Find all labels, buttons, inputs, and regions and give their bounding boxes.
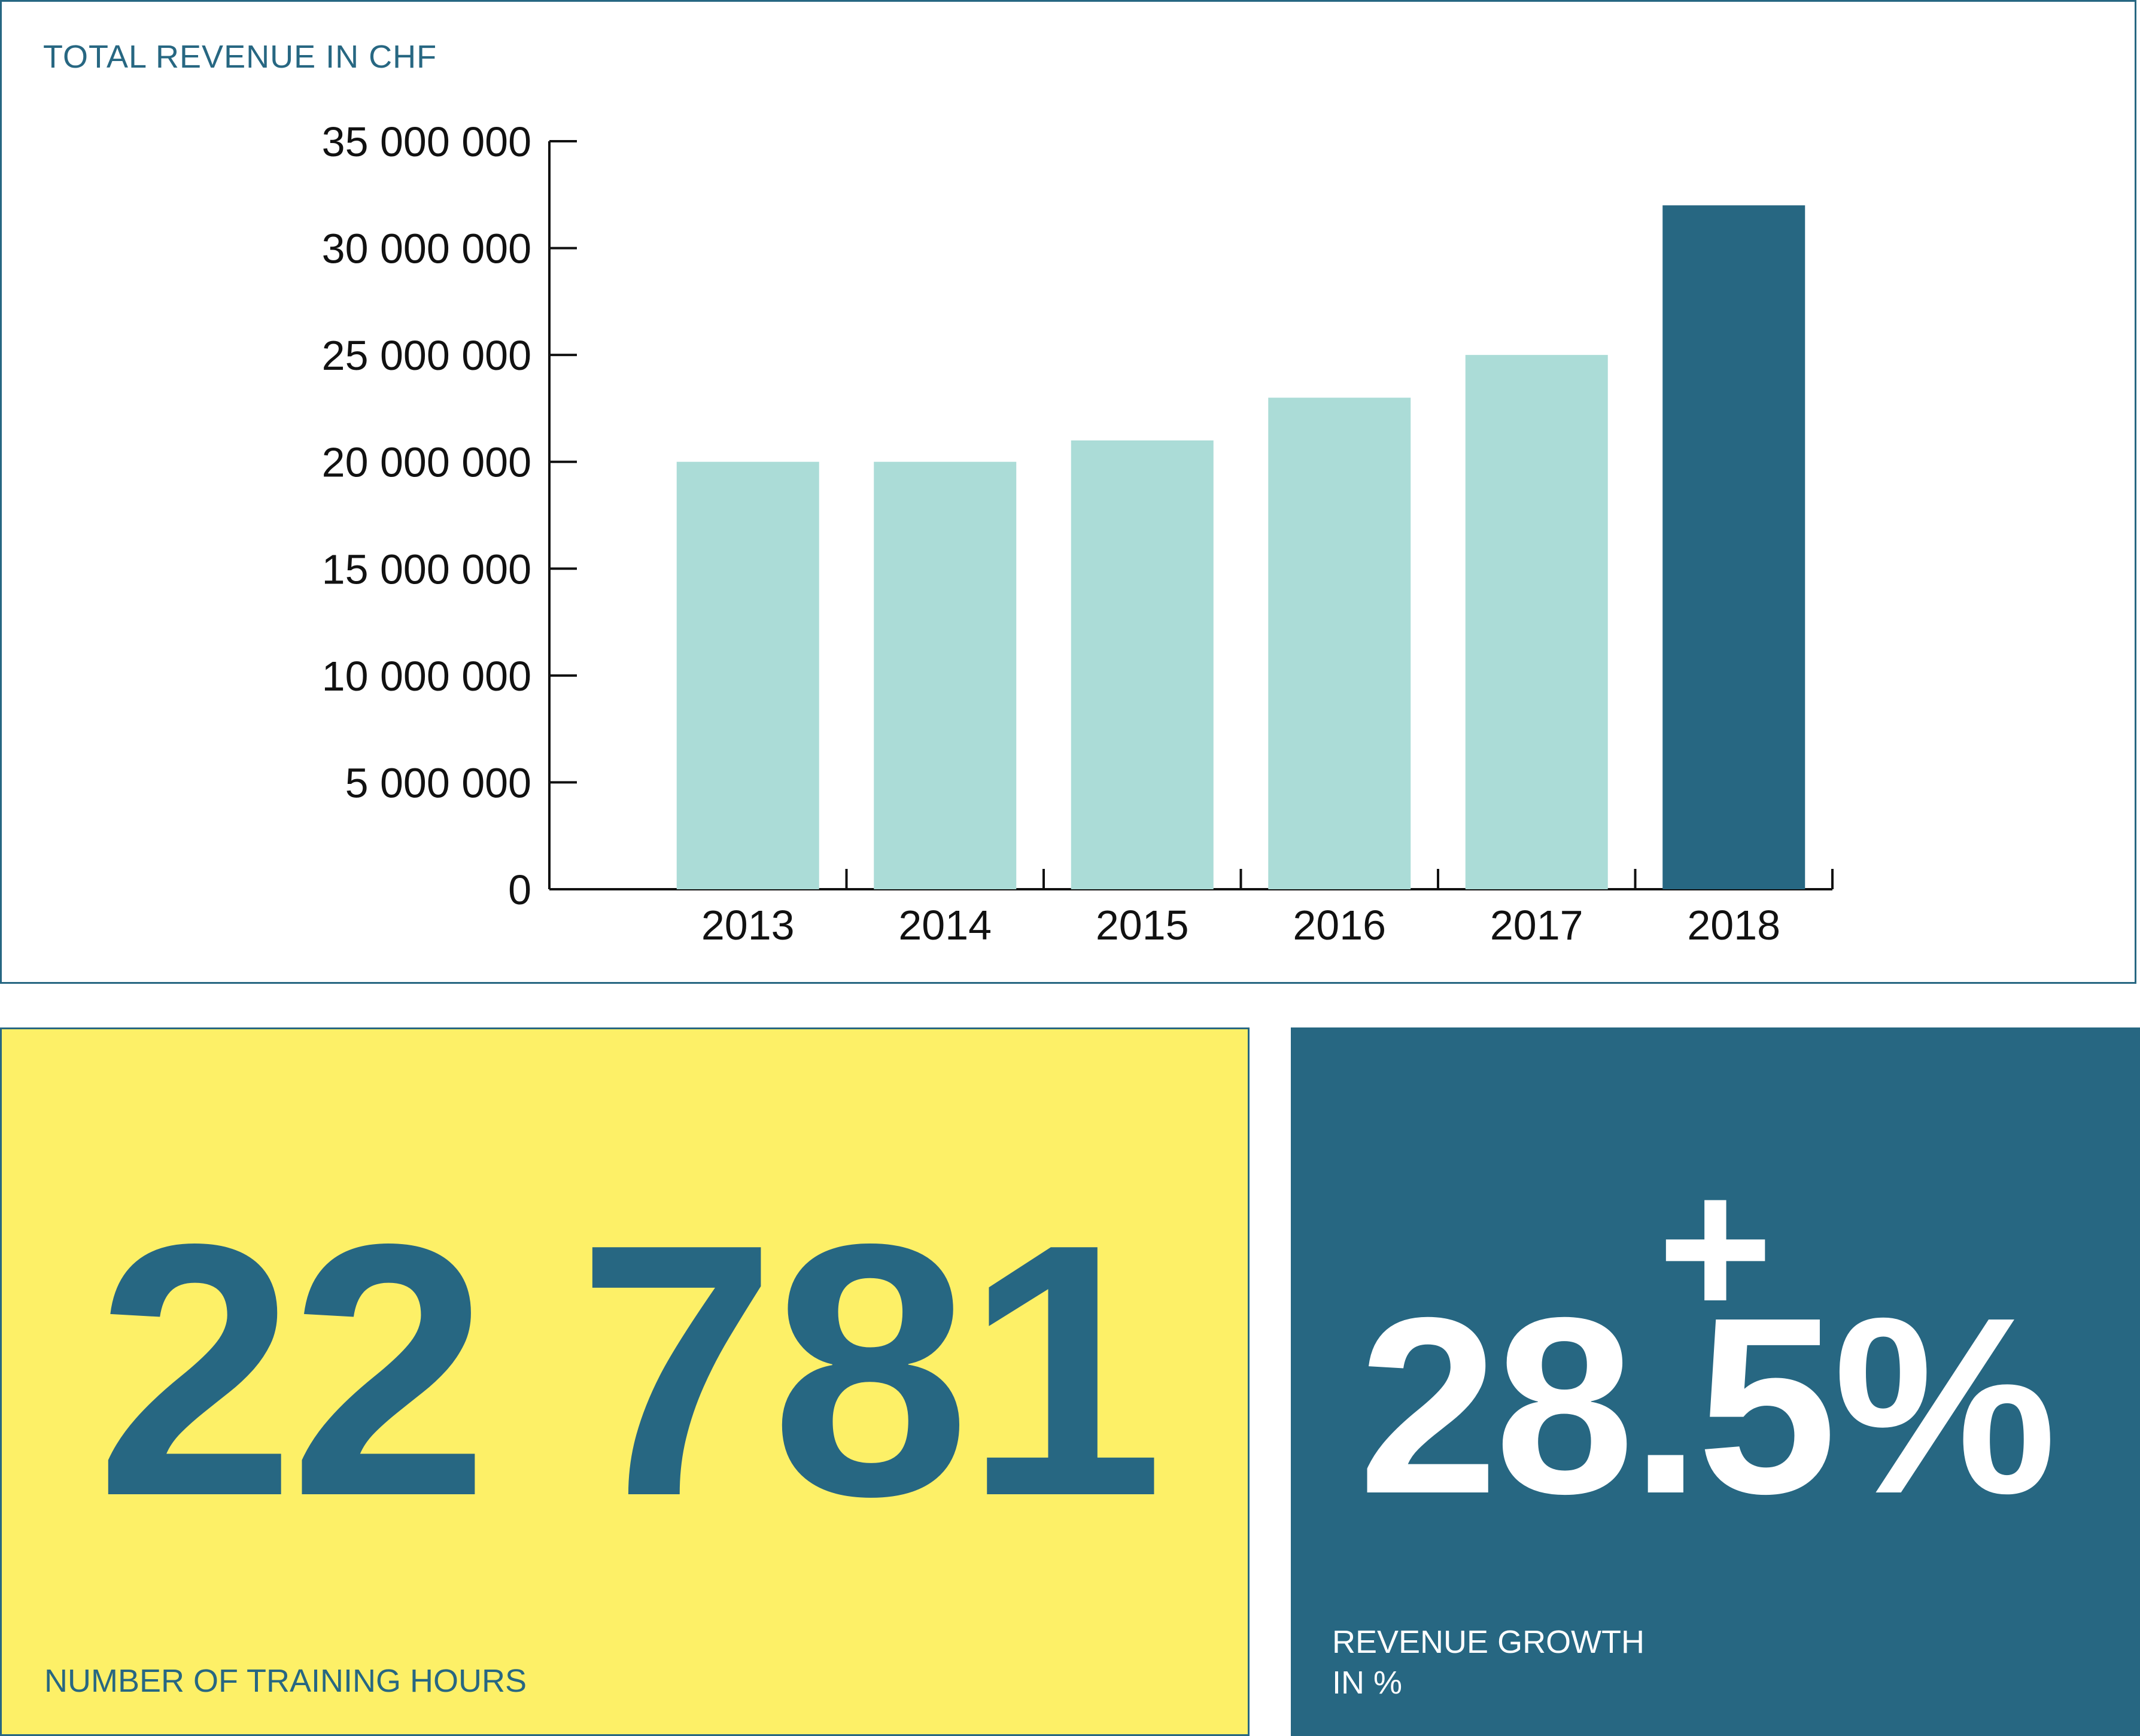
bar-2018 bbox=[1662, 205, 1805, 890]
x-tick-label-2013: 2013 bbox=[701, 902, 795, 948]
bar-2016 bbox=[1268, 397, 1411, 889]
chart-title: TOTAL REVENUE IN CHF bbox=[43, 39, 437, 75]
y-tick-label: 20 000 000 bbox=[322, 439, 531, 486]
x-tick-label-2014: 2014 bbox=[898, 902, 992, 948]
bar-2014 bbox=[874, 461, 1017, 889]
bar-2013 bbox=[676, 461, 819, 889]
revenue-growth-label-line1: REVENUE GROWTH bbox=[1332, 1624, 1645, 1660]
revenue-growth-label-line2: IN % bbox=[1332, 1665, 1403, 1701]
training-hours-label: NUMBER OF TRAINING HOURS bbox=[44, 1663, 527, 1699]
revenue-growth-label: REVENUE GROWTH IN % bbox=[1332, 1622, 1644, 1703]
bar-2017 bbox=[1465, 355, 1608, 889]
y-tick-label: 15 000 000 bbox=[322, 546, 531, 592]
training-hours-panel bbox=[0, 1027, 1250, 1736]
y-tick-label: 0 bbox=[508, 867, 531, 913]
training-hours-value: 22 781 bbox=[96, 1170, 1164, 1571]
y-tick-label: 10 000 000 bbox=[322, 653, 531, 700]
growth-plus-sign: + bbox=[1658, 1137, 1773, 1358]
revenue-bar-chart: 0 5 000 000 10 000 000 15 000 000 20 000 000… bbox=[322, 118, 1834, 948]
y-tick-label: 35 000 000 bbox=[322, 118, 531, 165]
y-tick-label: 5 000 000 bbox=[345, 759, 531, 806]
revenue-growth-panel bbox=[1291, 1027, 2140, 1736]
x-tick-label-2017: 2017 bbox=[1490, 902, 1583, 948]
bar-2015 bbox=[1071, 440, 1214, 889]
y-tick-label: 30 000 000 bbox=[322, 226, 531, 272]
x-tick-label-2016: 2016 bbox=[1293, 902, 1386, 948]
revenue-growth-value: 28.5% bbox=[1358, 1266, 2057, 1546]
x-tick-label-2015: 2015 bbox=[1096, 902, 1189, 948]
x-tick-label-2018: 2018 bbox=[1687, 902, 1780, 948]
y-tick-label: 25 000 000 bbox=[322, 332, 531, 379]
